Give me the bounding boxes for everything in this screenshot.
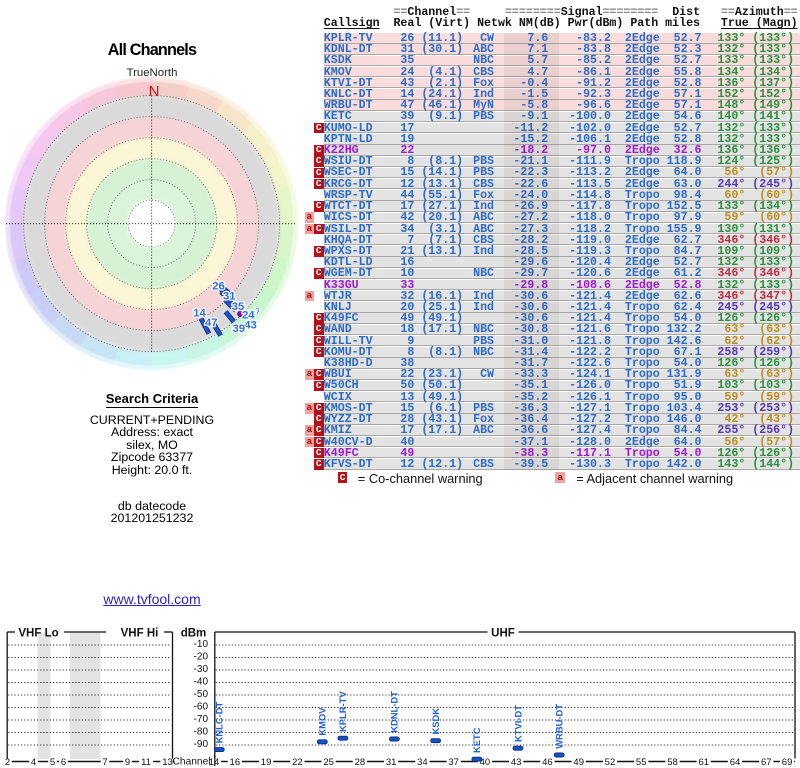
- svg-text:35: 35: [232, 301, 245, 313]
- svg-text:-30: -30: [194, 664, 209, 675]
- svg-text:46: 46: [542, 757, 553, 768]
- svg-text:VHF Lo: VHF Lo: [18, 628, 58, 640]
- svg-text:58: 58: [667, 757, 678, 768]
- svg-text:39: 39: [233, 323, 246, 335]
- svg-text:VHF Hi: VHF Hi: [121, 628, 159, 640]
- svg-text:5: 5: [50, 757, 55, 768]
- svg-text:-50: -50: [194, 689, 209, 700]
- svg-text:Channel: Channel: [173, 757, 211, 768]
- svg-text:49: 49: [573, 757, 584, 768]
- svg-text:KETC: KETC: [471, 727, 482, 753]
- svg-text:-20: -20: [194, 651, 209, 662]
- svg-text:31: 31: [223, 290, 236, 302]
- svg-text:7: 7: [102, 757, 107, 768]
- svg-text:16: 16: [230, 757, 241, 768]
- svg-text:22: 22: [292, 757, 303, 768]
- svg-text:KSDK: KSDK: [430, 708, 441, 735]
- svg-text:6: 6: [61, 757, 66, 768]
- svg-text:WRBU-DT: WRBU-DT: [554, 704, 565, 749]
- svg-text:KMOV: KMOV: [317, 707, 328, 736]
- svg-text:13: 13: [162, 757, 173, 768]
- svg-text:69: 69: [782, 757, 793, 768]
- svg-text:-90: -90: [194, 739, 209, 750]
- svg-text:14: 14: [209, 757, 220, 768]
- svg-text:-80: -80: [194, 726, 209, 737]
- svg-text:24: 24: [242, 310, 255, 322]
- svg-text:37: 37: [448, 757, 459, 768]
- svg-text:14: 14: [193, 308, 206, 320]
- svg-text:47: 47: [205, 317, 218, 329]
- svg-text:-60: -60: [194, 701, 209, 712]
- svg-text:52: 52: [605, 757, 616, 768]
- svg-text:4: 4: [31, 757, 36, 768]
- svg-text:61: 61: [698, 757, 709, 768]
- svg-text:34: 34: [417, 757, 428, 768]
- svg-text:-10: -10: [194, 639, 209, 650]
- svg-text:2: 2: [5, 757, 10, 768]
- svg-text:dBm: dBm: [181, 628, 207, 640]
- svg-text:KNLC-DT: KNLC-DT: [214, 701, 225, 743]
- svg-text:ʼ: ʼ: [245, 306, 247, 315]
- svg-text:9: 9: [125, 757, 130, 768]
- svg-text:KDNL-DT: KDNL-DT: [389, 691, 400, 733]
- svg-text:55: 55: [636, 757, 647, 768]
- svg-text:19: 19: [261, 757, 272, 768]
- svg-text:64: 64: [730, 757, 741, 768]
- svg-text:28: 28: [355, 757, 366, 768]
- svg-text:ʔ: ʔ: [256, 307, 260, 316]
- svg-text:-70: -70: [194, 714, 209, 725]
- svg-text:40: 40: [480, 757, 491, 768]
- svg-text:UHF: UHF: [491, 628, 515, 640]
- svg-text:25: 25: [323, 757, 334, 768]
- svg-text:43: 43: [244, 320, 257, 332]
- svg-text:31: 31: [386, 757, 397, 768]
- svg-text:67: 67: [761, 757, 772, 768]
- svg-text:-40: -40: [194, 676, 209, 687]
- svg-text:43: 43: [511, 757, 522, 768]
- svg-text:11: 11: [141, 757, 151, 768]
- svg-text:KPLR-TV: KPLR-TV: [337, 691, 348, 732]
- svg-text:KTVI-DT: KTVI-DT: [512, 705, 523, 742]
- svg-text:26: 26: [212, 281, 225, 293]
